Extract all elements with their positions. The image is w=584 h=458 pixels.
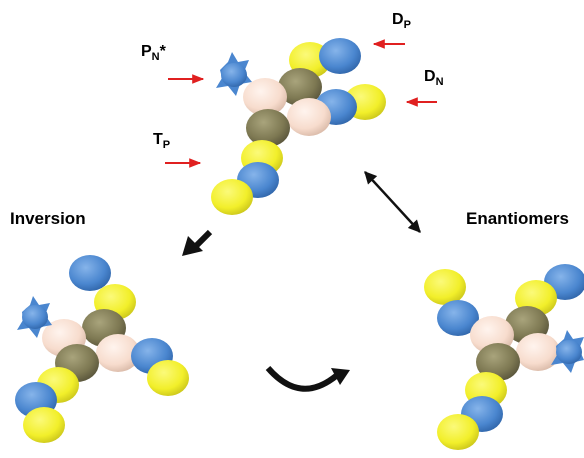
blue-star-sphere xyxy=(17,296,52,338)
pn-label: PN* xyxy=(141,43,167,63)
pink-sphere xyxy=(516,333,560,371)
pink-sphere xyxy=(243,78,287,116)
blue-sphere xyxy=(437,300,479,336)
olive-sphere xyxy=(278,68,322,106)
blue-sphere xyxy=(69,255,111,291)
yellow-sphere xyxy=(23,407,65,443)
blue-sphere xyxy=(319,38,361,74)
blue-star-sphere xyxy=(551,330,584,373)
dn-label: DN xyxy=(424,68,444,88)
pink-sphere xyxy=(287,98,331,136)
pink-sphere xyxy=(96,334,140,372)
enantiomer-double-arrow xyxy=(364,171,421,233)
enantiomers-label: Enantiomers xyxy=(466,209,569,228)
olive-sphere xyxy=(476,343,520,381)
tp-label: TP xyxy=(153,131,170,151)
top-molecule xyxy=(211,38,386,215)
yellow-sphere xyxy=(437,414,479,450)
dp-label: DP xyxy=(392,11,411,31)
yellow-sphere xyxy=(211,179,253,215)
enantiomer-molecule xyxy=(424,264,584,450)
inversion-label: Inversion xyxy=(10,209,86,228)
inverted-molecule xyxy=(15,255,189,443)
yellow-sphere xyxy=(147,360,189,396)
inversion-arrow xyxy=(182,229,213,256)
rotation-arrow xyxy=(265,366,350,392)
yellow-sphere xyxy=(424,269,466,305)
top-labels: PN* TP DP DN xyxy=(141,11,444,168)
olive-sphere xyxy=(246,109,290,147)
blue-star-sphere xyxy=(216,52,252,96)
